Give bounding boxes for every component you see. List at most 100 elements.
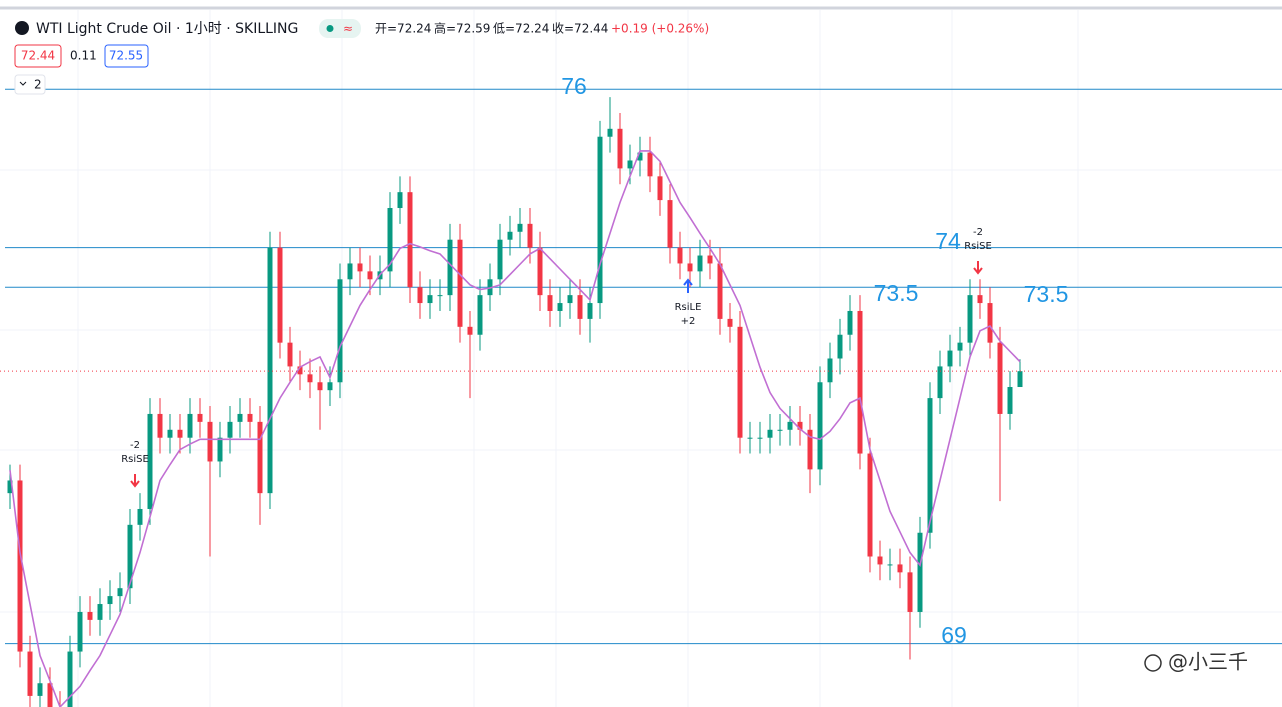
candle-body <box>317 382 323 391</box>
candle-body <box>337 279 343 383</box>
ask-button[interactable] <box>104 44 149 68</box>
candle-body <box>447 239 453 296</box>
candle-body <box>367 271 373 280</box>
signal-qty: -2 <box>130 440 140 451</box>
candle-body <box>637 152 643 161</box>
candle-body <box>27 651 33 696</box>
status-icon: ≈ <box>343 22 353 36</box>
candle-body <box>717 263 723 319</box>
candle-body <box>807 429 813 470</box>
candle-body <box>647 152 653 177</box>
signal-label: RsiSE <box>964 241 992 252</box>
candle-body <box>277 247 283 343</box>
candle-body <box>457 239 463 327</box>
candle-body <box>597 136 603 304</box>
watermark-logo <box>1144 654 1162 672</box>
candle-body <box>727 318 733 327</box>
candle-body <box>417 287 423 304</box>
candle-body <box>1017 371 1023 388</box>
low: 低=72.24 <box>493 22 549 36</box>
close: 收=72.44 <box>552 22 608 36</box>
candle-body <box>197 413 203 422</box>
candle-body <box>887 564 893 566</box>
bid-button[interactable] <box>14 44 62 68</box>
candle-body <box>407 192 413 288</box>
candle-body <box>947 350 953 367</box>
candle-body <box>477 295 483 335</box>
candle-body <box>497 239 503 280</box>
ask[interactable]: 72.55 <box>109 49 143 63</box>
bid[interactable]: 72.44 <box>21 49 55 63</box>
level-label: 76 <box>561 73 587 99</box>
candle-body <box>137 508 143 525</box>
level-label: 69 <box>941 622 967 648</box>
candle-body <box>207 421 213 462</box>
candle-body <box>587 303 593 319</box>
candle-body <box>257 421 263 494</box>
symbol-icon <box>15 21 29 35</box>
spread: 0.11 <box>70 49 97 63</box>
candle-body <box>557 303 563 311</box>
signal-qty: +2 <box>681 316 696 327</box>
candle-body <box>87 611 93 620</box>
candle-body <box>907 572 913 612</box>
candle-body <box>997 342 1003 414</box>
candle-body <box>327 382 333 391</box>
candle-body <box>177 429 183 438</box>
candle-body <box>677 247 683 264</box>
signal-label: RsiLE <box>675 302 702 313</box>
candle-body <box>797 421 803 430</box>
level-label: 73.5 <box>874 280 919 306</box>
change: +0.19 (+0.26%) <box>611 22 709 36</box>
candle-body <box>507 231 513 240</box>
candle-body <box>897 564 903 573</box>
candle-body <box>17 480 23 652</box>
candle-body <box>547 295 553 311</box>
chevron <box>19 81 27 86</box>
candle-body <box>357 263 363 272</box>
candle-body <box>777 429 783 431</box>
candle-body <box>657 176 663 201</box>
candle-body <box>747 437 753 439</box>
candle-body <box>817 382 823 470</box>
candle-body <box>577 295 583 319</box>
level-label: 74 <box>935 228 961 254</box>
level-label: 73.5 <box>1024 281 1069 307</box>
candle-body <box>47 683 53 707</box>
candle-body <box>627 160 633 169</box>
candle-body <box>757 437 763 439</box>
signal-arrow <box>130 474 140 488</box>
candle-body <box>847 310 853 335</box>
candle-body <box>867 453 873 557</box>
candle-body <box>117 588 123 597</box>
candle-body <box>937 366 943 399</box>
candle-body <box>67 651 73 707</box>
candle-body <box>877 556 883 565</box>
candle-body <box>467 326 473 335</box>
candle-body <box>127 524 133 589</box>
candle-body <box>837 334 843 359</box>
candle-body <box>427 295 433 304</box>
candle-body <box>967 295 973 343</box>
candle-body <box>517 223 523 232</box>
status-dot <box>326 25 334 32</box>
candle-body <box>917 532 923 612</box>
candle-body <box>957 342 963 351</box>
candle-body <box>97 604 103 620</box>
candle-body <box>307 374 313 383</box>
candle-body <box>297 366 303 375</box>
candle-body <box>697 255 703 272</box>
status-pill[interactable] <box>319 19 361 38</box>
candle-body <box>527 223 533 248</box>
candle-body <box>927 398 933 533</box>
indicators-count[interactable]: 2 <box>34 78 42 92</box>
candle-body <box>737 326 743 438</box>
symbol[interactable]: WTI Light Crude Oil · 1小时 · SKILLING <box>36 21 298 37</box>
candle-body <box>397 192 403 209</box>
candle-body <box>287 342 293 367</box>
indicators-toggle[interactable] <box>14 74 46 95</box>
candle-body <box>827 358 833 383</box>
candle-body <box>107 596 113 605</box>
signal-label: RsiSE <box>121 454 149 465</box>
